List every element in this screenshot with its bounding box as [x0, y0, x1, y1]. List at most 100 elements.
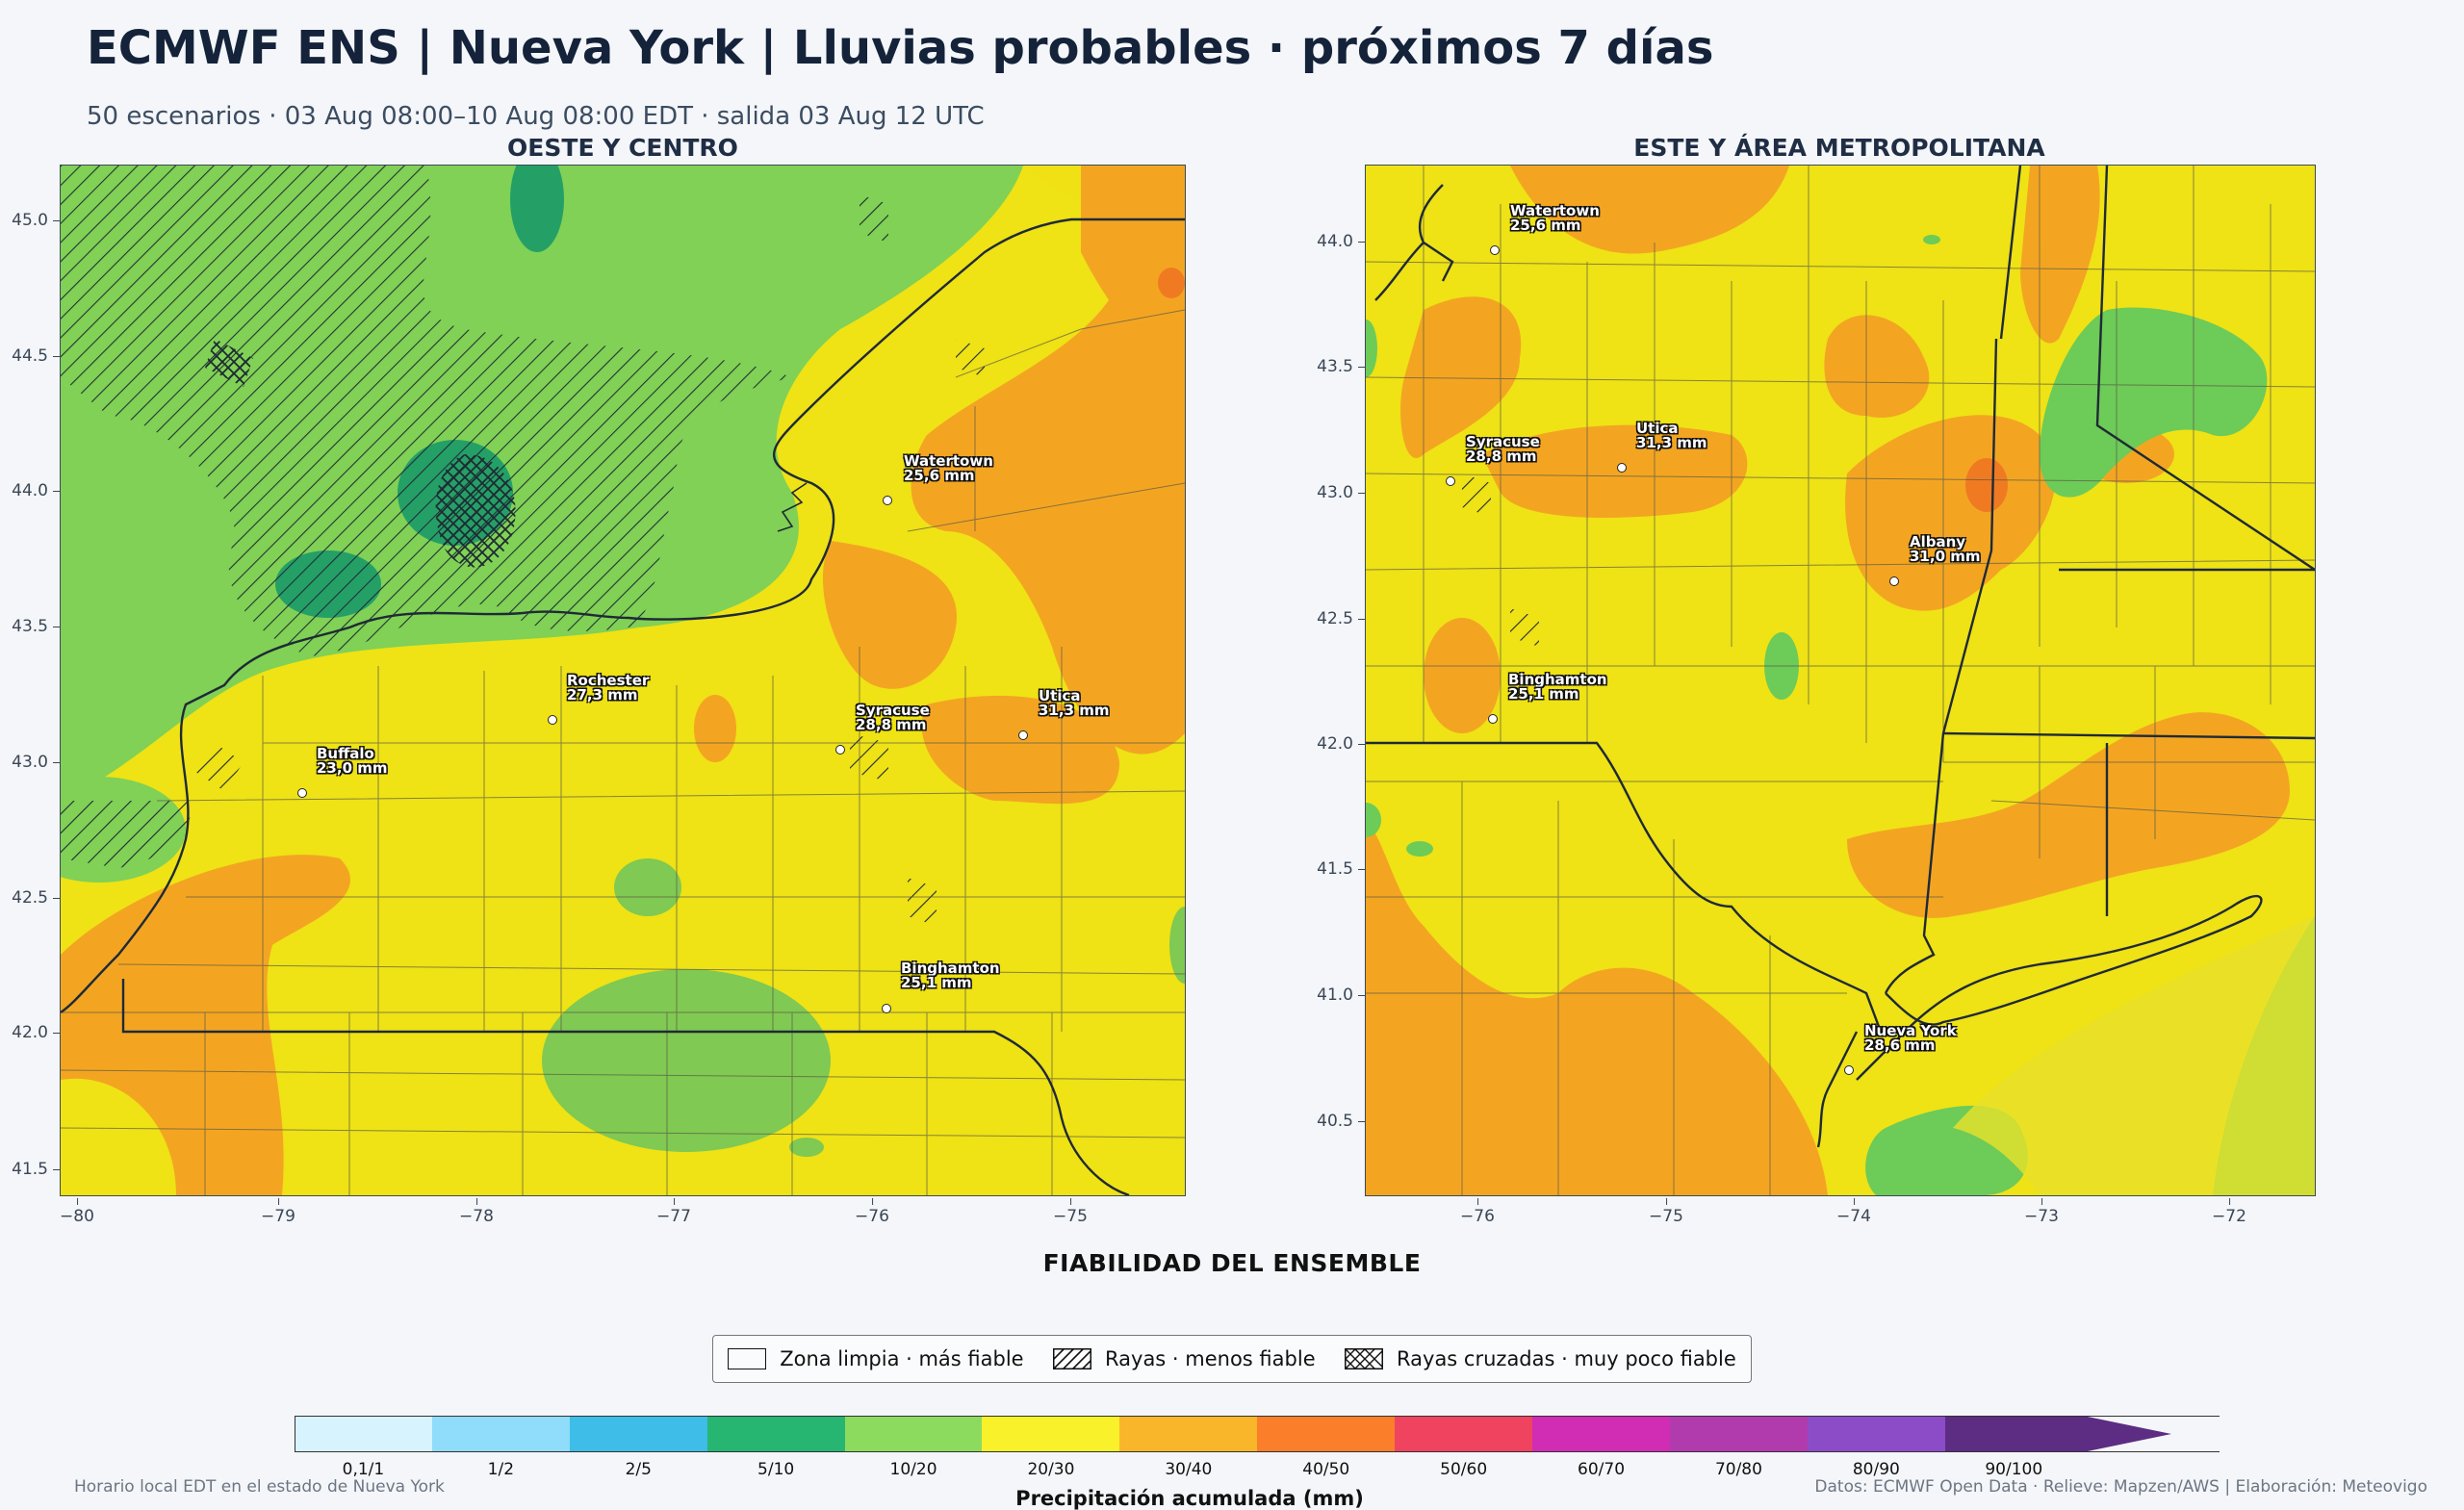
city-label-syracuse: Syracuse 28,8 mm — [1466, 435, 1540, 464]
city-label-albany: Albany 31,0 mm — [1910, 535, 1981, 564]
east-ytick: 41.0 — [1296, 985, 1365, 1005]
city-value: 31,3 mm — [1039, 702, 1110, 719]
city-label-utica: Utica 31,3 mm — [1039, 689, 1110, 718]
east-ytick: 44.0 — [1296, 232, 1365, 251]
city-name: Binghamton — [1508, 671, 1607, 688]
colorbar-segment — [1257, 1416, 1396, 1452]
west-ytick: 43.0 — [0, 753, 60, 772]
city-dot — [1488, 714, 1498, 724]
city-dot — [882, 1004, 891, 1013]
west-ytick: 42.5 — [0, 888, 60, 908]
colorbar-segment — [569, 1416, 707, 1452]
colorbar-tick-label: 30/40 — [1165, 1460, 1213, 1479]
west-map[interactable]: Watertown 25,6 mm Rochester 27,3 mm Buffal… — [60, 165, 1186, 1196]
east-ytick: 43.0 — [1296, 483, 1365, 502]
east-panel-title: ESTE Y ÁREA METROPOLITANA — [1633, 134, 2045, 162]
west-xtick: −77 — [656, 1198, 691, 1226]
east-xtick: −73 — [2024, 1198, 2059, 1226]
city-dot — [883, 496, 892, 505]
city-dot — [1844, 1065, 1854, 1075]
colorbar-tick-label: 0,1/1 — [342, 1460, 385, 1479]
west-ytick: 44.0 — [0, 481, 60, 500]
city-dot — [548, 715, 557, 725]
west-ytick: 43.5 — [0, 617, 60, 636]
crosshatch-swatch-icon — [1345, 1348, 1384, 1369]
east-map[interactable]: Watertown 25,6 mm Syracuse 28,8 mm Utica 31… — [1365, 165, 2316, 1196]
east-ytick: 43.5 — [1296, 357, 1365, 376]
city-dot — [1617, 463, 1627, 473]
legend-item-hatch: Rayas · menos fiable — [1053, 1347, 1316, 1370]
city-label-binghamton: Binghamton 25,1 mm — [1508, 673, 1607, 702]
city-dot — [1490, 245, 1500, 255]
precipitation-colorbar — [295, 1416, 2171, 1452]
city-value: 31,0 mm — [1910, 548, 1981, 565]
west-xtick: −79 — [261, 1198, 295, 1226]
city-name: Utica — [1039, 687, 1081, 704]
legend-label: Rayas · menos fiable — [1105, 1347, 1316, 1370]
colorbar-segment — [1532, 1416, 1670, 1452]
city-label-syracuse: Syracuse 28,8 mm — [856, 704, 930, 732]
colorbar-tick-label: 80/90 — [1852, 1460, 1900, 1479]
city-name: Syracuse — [1466, 433, 1540, 450]
west-xtick: −75 — [1053, 1198, 1088, 1226]
colorbar-segment — [706, 1416, 845, 1452]
legend-item-clean: Zona limpia · más fiable — [728, 1347, 1024, 1370]
city-value: 25,6 mm — [904, 467, 975, 484]
city-name: Watertown — [904, 452, 993, 470]
east-ytick: 42.0 — [1296, 734, 1365, 754]
reliability-heading: FIABILIDAD DEL ENSEMBLE — [1042, 1249, 1422, 1277]
west-ytick: 45.0 — [0, 211, 60, 230]
page-title: ECMWF ENS | Nueva York | Lluvias probabl… — [87, 21, 1714, 75]
east-ytick: 42.5 — [1296, 609, 1365, 628]
city-value: 28,8 mm — [1466, 448, 1537, 465]
west-xtick: −78 — [459, 1198, 494, 1226]
east-xtick: −72 — [2212, 1198, 2246, 1226]
city-value: 28,8 mm — [856, 716, 927, 733]
footer-note: Horario local EDT en el estado de Nueva … — [74, 1477, 445, 1497]
city-dot — [1018, 730, 1028, 740]
clean-swatch-icon — [728, 1348, 767, 1369]
colorbar-extend-arrow-icon — [2082, 1416, 2171, 1452]
west-ytick: 42.0 — [0, 1023, 60, 1042]
colorbar-tick-label: 50/60 — [1440, 1460, 1488, 1479]
footer-credits: Datos: ECMWF Open Data · Relieve: Mapzen… — [1814, 1477, 2427, 1497]
colorbar-segment — [1395, 1416, 1533, 1452]
hatch-swatch-icon — [1053, 1348, 1092, 1369]
east-map-graphic — [1366, 166, 2315, 1195]
city-name: Nueva York — [1864, 1022, 1957, 1039]
colorbar-tick-label: 60/70 — [1578, 1460, 1626, 1479]
east-xtick: −74 — [1836, 1198, 1871, 1226]
colorbar-tick-label: 40/50 — [1302, 1460, 1350, 1479]
west-map-graphic — [61, 166, 1185, 1195]
colorbar-tick-label: 10/20 — [889, 1460, 937, 1479]
city-dot — [1889, 576, 1899, 586]
city-dot — [835, 745, 845, 755]
city-value: 28,6 mm — [1864, 1037, 1936, 1054]
colorbar-segment — [844, 1416, 983, 1452]
city-name: Buffalo — [317, 745, 374, 762]
city-value: 23,0 mm — [317, 759, 388, 777]
east-xtick: −75 — [1649, 1198, 1683, 1226]
page-subtitle: 50 escenarios · 03 Aug 08:00–10 Aug 08:0… — [87, 102, 985, 131]
city-label-watertown: Watertown 25,6 mm — [904, 454, 993, 483]
west-panel-title: OESTE Y CENTRO — [507, 134, 738, 162]
colorbar-tick-label: 5/10 — [757, 1460, 795, 1479]
city-name: Binghamton — [901, 960, 1000, 977]
city-value: 25,1 mm — [1508, 685, 1579, 703]
city-name: Rochester — [567, 672, 650, 689]
city-label-utica: Utica 31,3 mm — [1636, 422, 1707, 450]
city-dot — [297, 788, 307, 798]
city-label-buffalo: Buffalo 23,0 mm — [317, 747, 388, 776]
colorbar-segment — [1669, 1416, 1808, 1452]
city-value: 27,3 mm — [567, 686, 638, 704]
city-value: 31,3 mm — [1636, 434, 1707, 451]
west-ytick: 41.5 — [0, 1160, 60, 1179]
east-xtick: −76 — [1460, 1198, 1495, 1226]
west-ytick: 44.5 — [0, 346, 60, 366]
colorbar-segment — [1119, 1416, 1258, 1452]
legend-label: Rayas cruzadas · muy poco fiable — [1397, 1347, 1736, 1370]
city-dot — [1446, 476, 1455, 486]
city-label-watertown: Watertown 25,6 mm — [1510, 204, 1600, 233]
city-label-nueva-york: Nueva York 28,6 mm — [1864, 1024, 1957, 1053]
city-name: Syracuse — [856, 702, 930, 719]
